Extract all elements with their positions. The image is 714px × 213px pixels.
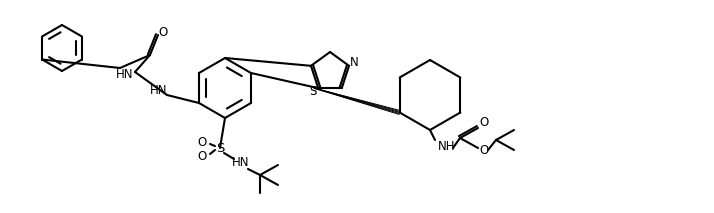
Text: O: O bbox=[197, 150, 206, 163]
Text: HN: HN bbox=[232, 157, 250, 170]
Text: O: O bbox=[479, 117, 488, 130]
Text: HN: HN bbox=[116, 68, 134, 81]
Text: O: O bbox=[159, 26, 168, 39]
Text: S: S bbox=[310, 85, 317, 98]
Text: NH: NH bbox=[438, 140, 456, 153]
Text: O: O bbox=[197, 135, 206, 148]
Text: O: O bbox=[479, 144, 488, 157]
Text: N: N bbox=[350, 56, 358, 69]
Text: S: S bbox=[216, 141, 224, 154]
Text: HN: HN bbox=[150, 83, 168, 96]
